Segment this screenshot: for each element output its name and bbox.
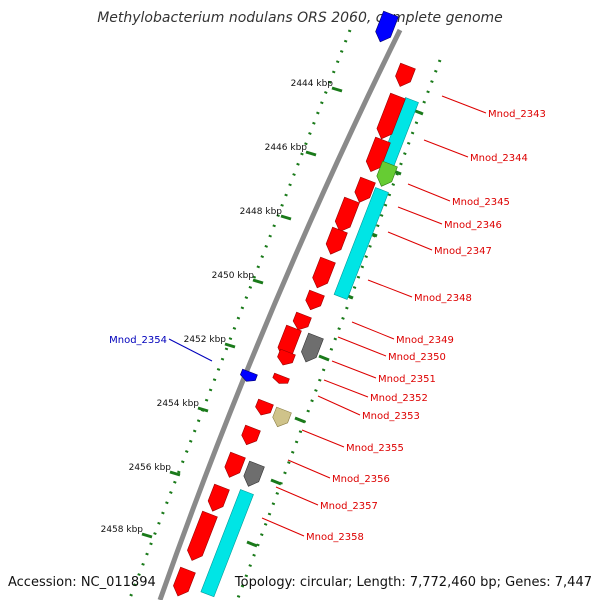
gene-label: Mnod_2344 bbox=[470, 153, 528, 164]
cds-band bbox=[333, 187, 389, 300]
gene-label: Mnod_2351 bbox=[378, 374, 436, 385]
gene-label: Mnod_2348 bbox=[414, 293, 472, 304]
khaki-feature-block bbox=[272, 406, 292, 428]
gene-label: Mnod_2343 bbox=[488, 109, 546, 120]
track-tick-mark bbox=[294, 416, 306, 424]
gene-label: Mnod_2345 bbox=[452, 197, 510, 208]
label-leader-line bbox=[301, 429, 345, 448]
gene-label: Mnod_2356 bbox=[332, 474, 390, 485]
reverse-gene-arrow bbox=[240, 368, 258, 382]
kbp-tick-label: 2458 kbp bbox=[101, 525, 144, 535]
kbp-tick-mark bbox=[141, 532, 153, 539]
track-tick-mark bbox=[270, 478, 282, 486]
forward-gene-arrow bbox=[395, 62, 416, 87]
forward-gene-arrow bbox=[272, 372, 290, 384]
gene-label: Mnod_2357 bbox=[320, 501, 378, 512]
gray-feature-block bbox=[301, 332, 324, 363]
forward-gene-arrow bbox=[376, 92, 406, 140]
forward-gene-arrow bbox=[354, 176, 376, 203]
gene-label: Mnod_2353 bbox=[362, 411, 420, 422]
genome-summary-text: Topology: circular; Length: 7,772,460 bp… bbox=[234, 575, 592, 590]
gene-label: Mnod_2355 bbox=[346, 443, 404, 454]
gene-features bbox=[173, 10, 416, 597]
forward-gene-arrow bbox=[292, 311, 312, 331]
kbp-tick-label: 2444 kbp bbox=[291, 79, 334, 89]
forward-gene-arrow bbox=[325, 226, 348, 255]
label-leader-line bbox=[287, 459, 331, 479]
forward-gene-arrow bbox=[241, 424, 261, 446]
kbp-tick-mark bbox=[280, 214, 292, 221]
kbp-tick-mark bbox=[169, 470, 181, 477]
forward-gene-arrow bbox=[305, 289, 325, 311]
forward-gene-arrow bbox=[277, 348, 296, 366]
label-leader-line bbox=[317, 395, 361, 416]
label-leader-line bbox=[423, 139, 469, 158]
kbp-tick-label: 2454 kbp bbox=[157, 399, 200, 409]
kbp-tick-mark bbox=[331, 86, 343, 93]
label-leader-line bbox=[275, 486, 319, 506]
forward-gene-arrow bbox=[173, 566, 196, 597]
genome-backbone bbox=[157, 28, 403, 600]
label-leader-line bbox=[351, 321, 395, 340]
track-tick-mark bbox=[318, 354, 330, 362]
forward-gene-arrow bbox=[224, 451, 246, 478]
forward-gene-arrow bbox=[334, 196, 360, 232]
label-leader-line bbox=[387, 231, 433, 251]
label-leader-line bbox=[168, 338, 213, 362]
outer-dotted-ring bbox=[128, 29, 352, 599]
label-leader-line bbox=[397, 206, 443, 225]
gene-labels: Mnod_2343 Mnod_2344 Mnod_2345 Mnod_2346 Mnod… bbox=[109, 95, 546, 543]
reverse-gene-arrow bbox=[375, 10, 399, 43]
scale-rings bbox=[128, 29, 442, 599]
kbp-tick-label: 2452 kbp bbox=[184, 335, 227, 345]
cds-bands bbox=[200, 97, 419, 598]
kbp-tick-mark bbox=[197, 406, 209, 413]
kbp-tick-label: 2450 kbp bbox=[212, 271, 255, 281]
gene-label: Mnod_2358 bbox=[306, 532, 364, 543]
label-leader-line bbox=[337, 336, 387, 357]
gene-label: Mnod_2347 bbox=[434, 246, 492, 257]
cds-band bbox=[200, 489, 254, 598]
label-leader-line bbox=[441, 95, 487, 114]
kbp-tick-mark bbox=[305, 150, 317, 157]
kbp-tick-label: 2446 kbp bbox=[265, 143, 308, 153]
kbp-tick-mark bbox=[224, 342, 236, 349]
gene-label: Mnod_2354 bbox=[109, 335, 167, 346]
label-leader-line bbox=[367, 279, 413, 298]
label-leader-line bbox=[261, 517, 305, 537]
gene-label: Mnod_2352 bbox=[370, 393, 428, 404]
accession-text: Accession: NC_011894 bbox=[8, 575, 156, 590]
kbp-tick-label: 2448 kbp bbox=[240, 207, 283, 217]
label-leader-line bbox=[331, 360, 377, 379]
gene-label: Mnod_2346 bbox=[444, 220, 502, 231]
forward-gene-arrow bbox=[312, 256, 336, 289]
label-leader-line bbox=[407, 183, 451, 202]
gene-track-dotted-ring bbox=[236, 59, 442, 599]
forward-gene-arrow bbox=[187, 510, 218, 561]
kbp-tick-mark bbox=[252, 278, 264, 285]
track-tick-mark bbox=[246, 540, 258, 548]
gene-label: Mnod_2349 bbox=[396, 335, 454, 346]
kbp-tick-label: 2456 kbp bbox=[129, 463, 172, 473]
forward-gene-arrow bbox=[365, 136, 391, 172]
gray-feature-block bbox=[243, 460, 265, 487]
map-title: Methylobacterium nodulans ORS 2060, comp… bbox=[97, 10, 503, 26]
forward-gene-arrow bbox=[255, 398, 274, 416]
forward-gene-arrow bbox=[207, 483, 230, 512]
gene-label: Mnod_2350 bbox=[388, 352, 446, 363]
label-leader-line bbox=[323, 379, 369, 398]
green-feature-block bbox=[376, 160, 398, 187]
